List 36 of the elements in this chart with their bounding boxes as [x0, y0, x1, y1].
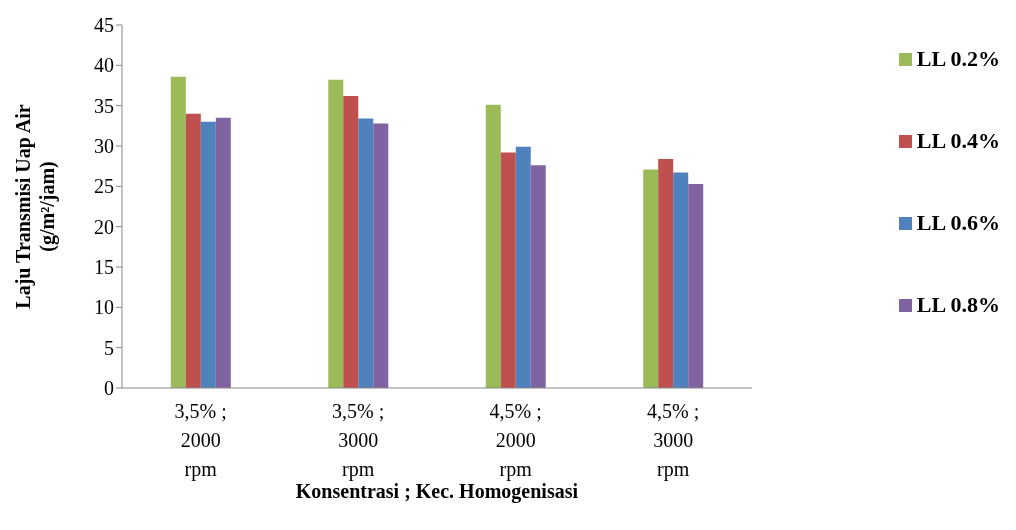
legend-label: LL 0.4% [915, 128, 1000, 154]
y-tick-label: 25 [94, 175, 114, 198]
y-tick-label: 45 [94, 14, 114, 37]
legend-label: LL 0.6% [915, 210, 1000, 236]
x-tick-label: 4,5% ; 3000 rpm [647, 400, 700, 481]
bar [185, 113, 201, 388]
y-tick-label: 15 [94, 256, 114, 279]
bar [200, 121, 216, 388]
bar [688, 183, 704, 388]
bar [485, 104, 501, 388]
bar [658, 158, 674, 388]
bar [328, 79, 344, 388]
bar [515, 146, 531, 388]
bar [643, 169, 659, 388]
y-tick-label: 30 [94, 135, 114, 158]
legend-label: LL 0.8% [915, 292, 1000, 318]
legend-label: LL 0.2% [915, 46, 1000, 72]
bar [500, 152, 516, 388]
x-axis-title: Konsentrasi ; Kec. Homogenisasi [295, 480, 579, 503]
x-tick-label: 4,5% ; 2000 rpm [489, 400, 542, 481]
bar [673, 172, 689, 388]
bar [373, 123, 389, 388]
x-tick-label: 3,5% ; 3000 rpm [332, 400, 385, 481]
x-tick-label: 3,5% ; 2000 rpm [174, 400, 227, 481]
y-axis-title: Laju Transmisi Uap Air (g/m²/jam) [12, 104, 59, 309]
bar [358, 118, 374, 388]
y-tick-label: 5 [104, 336, 114, 359]
y-tick-label: 35 [94, 94, 114, 117]
y-tick-label: 0 [104, 377, 114, 400]
y-tick-label: 20 [94, 215, 114, 238]
bar [530, 165, 546, 388]
bar [343, 95, 359, 388]
y-tick-label: 40 [94, 54, 114, 77]
bar [170, 76, 186, 388]
bar [215, 117, 231, 388]
y-tick-label: 10 [94, 296, 114, 319]
